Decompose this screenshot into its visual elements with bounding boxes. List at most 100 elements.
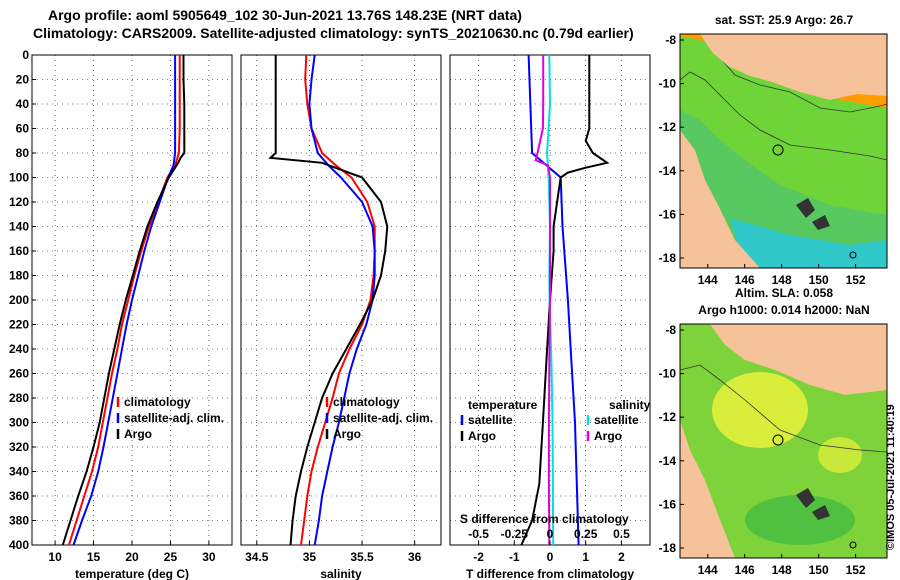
x-tick-label: 20 [125, 550, 139, 564]
legend-label: Argo [594, 429, 622, 443]
series-argo [61, 55, 186, 546]
chart-temperature: 10 15 20 25 30 temperature (deg C) 0 20 40 60 80 10… [9, 48, 233, 580]
s-diff-tick-label: -0.25 [501, 527, 529, 541]
series-s-argo [534, 55, 551, 546]
lon-tick-label: 150 [809, 563, 829, 577]
y-tick-label: 140 [9, 220, 29, 234]
y-tick-label: 20 [16, 73, 30, 87]
chart-salinity: 34.5 35 35.5 36 salinity [240, 54, 442, 580]
lat-tick-label: -18 [659, 541, 677, 555]
y-tick-label: 40 [16, 97, 30, 111]
series-t-satellite [527, 54, 580, 546]
x-tick-label: 10 [48, 550, 62, 564]
lat-tick-label: -10 [659, 77, 677, 91]
y-tick-label: 220 [9, 318, 29, 332]
lat-tick-label: -10 [659, 367, 677, 381]
lon-tick-label: 150 [809, 273, 829, 287]
y-tick-label: 200 [9, 293, 29, 307]
y-tick-label: 60 [16, 122, 30, 136]
s-diff-axis-label: S difference from climatology [460, 512, 629, 526]
legend-title: temperature [468, 398, 538, 412]
legend-label: Argo [468, 429, 496, 443]
y-tick-label: 400 [9, 538, 29, 552]
series-climatology [67, 55, 181, 546]
lon-tick-label: 144 [698, 563, 718, 577]
x-tick-label: 35 [303, 550, 317, 564]
lon-tick-label: 144 [698, 273, 718, 287]
y-tick-label: 120 [9, 195, 29, 209]
series-t-argo [520, 55, 610, 546]
x-tick-label: -2 [473, 550, 484, 564]
legend-label: satellite-adj. clim. [333, 411, 433, 425]
lon-tick-label: 152 [846, 563, 866, 577]
title-line2: Climatology: CARS2009. Satellite-adjuste… [33, 25, 634, 41]
lat-tick-label: -16 [659, 497, 677, 511]
legend-label: satellite [468, 413, 513, 427]
x-tick-label: 34.5 [245, 550, 269, 564]
x-tick-label: 2 [618, 550, 625, 564]
series-satellite-adj-clim- [72, 55, 177, 546]
y-tick-label: 160 [9, 244, 29, 258]
legend-label: Argo [124, 427, 152, 441]
lon-tick-label: 148 [772, 563, 792, 577]
x-tick-label: 0 [547, 550, 554, 564]
argo-location-marker [772, 144, 784, 156]
sla-map: Altim. SLA: 0.058 Argo h1000: 0.014 h200… [659, 286, 888, 577]
y-tick-label: 340 [9, 465, 29, 479]
lat-tick-label: -12 [659, 120, 677, 134]
sla-map-title2: Argo h1000: 0.014 h2000: NaN [698, 303, 869, 317]
x-tick-label: 15 [87, 550, 101, 564]
legend-temperature: climatology satellite-adj. clim. Argo [116, 395, 224, 441]
x-tick-label: 36 [408, 550, 422, 564]
x-tick-label: 25 [164, 550, 178, 564]
x-tick-label: 1 [582, 550, 589, 564]
cool-water-area [730, 218, 887, 268]
lat-tick-label: -18 [659, 251, 677, 265]
lat-tick-label: -14 [659, 164, 677, 178]
lat-tick-label: -14 [659, 454, 677, 468]
lat-tick-label: -16 [659, 207, 677, 221]
y-tick-label: 380 [9, 514, 29, 528]
s-diff-tick-label: 0.25 [574, 527, 598, 541]
x-axis-label: temperature (deg C) [75, 567, 189, 580]
reefs [796, 198, 830, 230]
sst-map-title: sat. SST: 25.9 Argo: 26.7 [715, 13, 854, 27]
series-climatology [300, 54, 376, 546]
y-tick-label: 360 [9, 489, 29, 503]
land-australia-bottom [680, 420, 735, 558]
x-axis-label: salinity [320, 567, 362, 580]
series-satellite-adj-clim- [308, 54, 376, 546]
lon-tick-label: 148 [772, 273, 792, 287]
lon-tick-label: 146 [735, 273, 755, 287]
x-tick-label: -1 [509, 550, 520, 564]
y-tick-label: 240 [9, 342, 29, 356]
x-tick-label: 30 [202, 550, 216, 564]
y-tick-label: 180 [9, 269, 29, 283]
series-argo [268, 55, 389, 546]
legend-salinity: climatology satellite-adj. clim. Argo [325, 395, 433, 441]
sla-map-title1: Altim. SLA: 0.058 [735, 286, 833, 300]
land-png [680, 34, 887, 100]
high-sla-eddy [712, 372, 808, 448]
x-axis-label: T difference from climatology [466, 567, 634, 580]
lat-tick-label: -8 [665, 33, 676, 47]
x-tick-label: 35.5 [350, 550, 374, 564]
legend-label: satellite [594, 413, 639, 427]
lon-tick-label: 146 [735, 563, 755, 577]
y-tick-label: 80 [16, 146, 30, 160]
lat-tick-label: -8 [665, 323, 676, 337]
lat-tick-label: -12 [659, 410, 677, 424]
legend-differences: temperature salinitysatelliteArgosatellit… [460, 398, 651, 541]
legend-label: Argo [333, 427, 361, 441]
y-tick-label: 280 [9, 391, 29, 405]
legend-label: climatology [333, 395, 400, 409]
land-png-bottom [680, 324, 887, 395]
plot-frame [240, 54, 442, 546]
y-tick-label: 300 [9, 416, 29, 430]
lon-tick-label: 152 [846, 273, 866, 287]
s-diff-tick-label: -0.5 [468, 527, 489, 541]
title-line1: Argo profile: aoml 5905649_102 30-Jun-20… [48, 7, 522, 23]
s-diff-tick-label: 0 [547, 527, 554, 541]
y-tick-label: 260 [9, 367, 29, 381]
